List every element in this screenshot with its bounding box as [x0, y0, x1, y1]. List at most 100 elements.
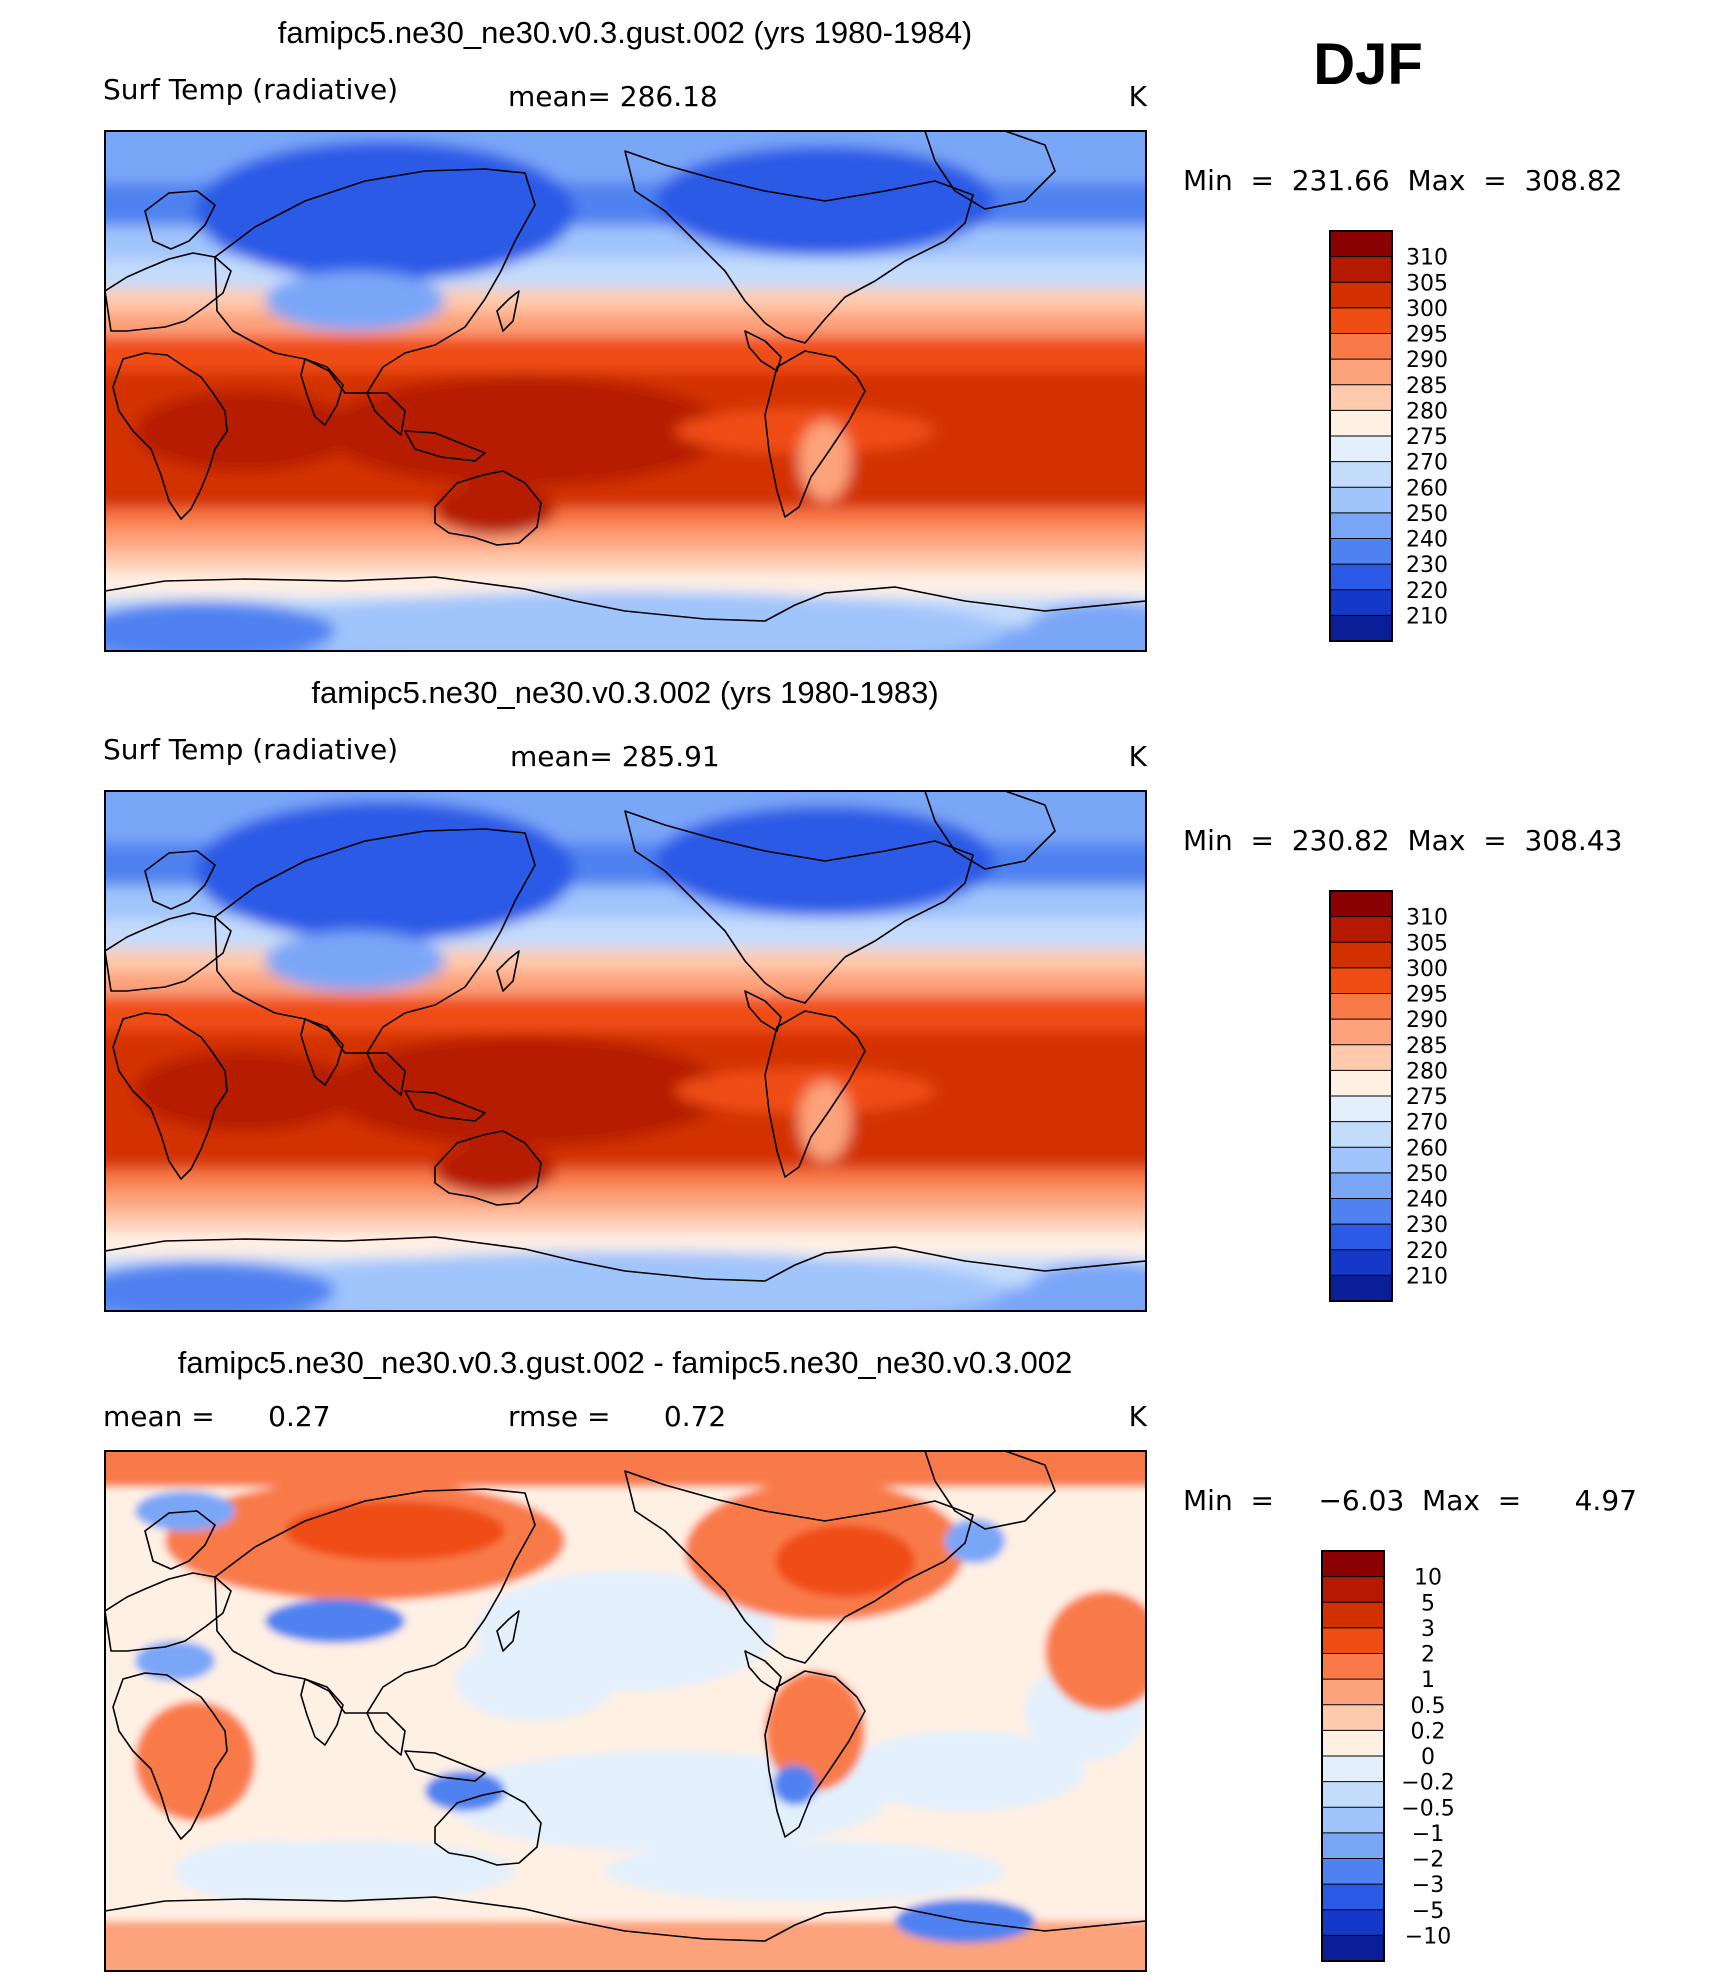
- colorbar-swatch: [1330, 256, 1392, 283]
- colorbar-tick-label: 285: [1406, 1034, 1448, 1059]
- coastlines: [105, 791, 1146, 1311]
- colorbar-tick-label: 285: [1406, 374, 1448, 399]
- coastline-japan: [496, 1610, 520, 1652]
- panel-2-map: [105, 791, 1146, 1311]
- coastline-indon: [404, 1090, 486, 1122]
- colorbar-swatch: [1322, 1627, 1384, 1654]
- coastline-green: [924, 1451, 1056, 1530]
- coastline-centam: [744, 990, 782, 1032]
- temperature-field: [105, 131, 1146, 651]
- coastline-asia: [214, 828, 536, 1054]
- colorbar-swatch: [1330, 410, 1392, 437]
- colorbar-swatch: [1330, 282, 1392, 309]
- colorbar-swatch: [1330, 384, 1392, 411]
- panel-3-rmse-label: rmse = 0.72: [508, 1400, 726, 1433]
- coastline-scand: [144, 190, 216, 250]
- colorbar-swatch: [1330, 916, 1392, 943]
- colorbar-tick-label: 305: [1406, 271, 1448, 296]
- colorbar-swatch: [1322, 1884, 1384, 1911]
- colorbar-swatch: [1330, 1019, 1392, 1046]
- colorbar-swatch: [1330, 942, 1392, 969]
- coastline-asia: [214, 1488, 536, 1714]
- coastline-scand: [144, 1510, 216, 1570]
- colorbar-swatch: [1330, 891, 1392, 918]
- panel-3-units: K: [1129, 1400, 1148, 1433]
- coastline-india: [300, 1018, 344, 1086]
- colorbar-swatch: [1330, 1198, 1392, 1225]
- panel-1-variable-label: Surf Temp (radiative): [103, 73, 398, 106]
- panel-2-mean-label: mean= 285.91: [510, 740, 720, 773]
- coastline-austr: [434, 1130, 542, 1206]
- colorbar-tick-label: 220: [1406, 1239, 1448, 1264]
- coastline-nam: [624, 810, 974, 1004]
- coastline-centam: [744, 1650, 782, 1692]
- colorbar-swatch: [1330, 1044, 1392, 1071]
- colorbar-swatch: [1330, 307, 1392, 334]
- panel-3-map-frame: [104, 1450, 1147, 1972]
- coastline-scand: [144, 850, 216, 910]
- colorbar-swatch: [1330, 1172, 1392, 1199]
- colorbar-tick-label: 275: [1406, 1085, 1448, 1110]
- coastline-austr: [434, 470, 542, 546]
- colorbar-swatch: [1330, 359, 1392, 386]
- coastline-indon: [404, 1750, 486, 1782]
- coastline-nam: [624, 1470, 974, 1664]
- coastline-seasia: [366, 392, 406, 436]
- coastline-indon: [404, 430, 486, 462]
- colorbar-tick-label: 0: [1421, 1745, 1435, 1770]
- coastline-europe: [105, 912, 232, 992]
- colorbar-swatch: [1322, 1807, 1384, 1834]
- colorbar-swatch: [1330, 1096, 1392, 1123]
- coastline-sam: [764, 1010, 866, 1178]
- colorbar-tick-label: 270: [1406, 1111, 1448, 1136]
- coastline-europe: [105, 252, 232, 332]
- colorbar-tick-label: 10: [1414, 1566, 1442, 1591]
- coastline-seasia: [366, 1712, 406, 1756]
- colorbar-swatch: [1322, 1756, 1384, 1783]
- colorbar-tick-label: 250: [1406, 502, 1448, 527]
- panel-1-title: famipc5.ne30_ne30.v0.3.gust.002 (yrs 198…: [278, 15, 973, 50]
- colorbar-swatch: [1322, 1576, 1384, 1603]
- colorbar-tick-label: 300: [1406, 297, 1448, 322]
- colorbar-tick-label: −2: [1412, 1848, 1444, 1873]
- coastline-sam: [764, 350, 866, 518]
- coastline-green: [924, 791, 1056, 870]
- colorbar-swatch: [1330, 589, 1392, 616]
- coastline-asia: [214, 168, 536, 394]
- panel-2-minmax: Min = 230.82 Max = 308.43: [1183, 824, 1622, 857]
- coastline-japan: [496, 290, 520, 332]
- colorbar-swatch: [1330, 1070, 1392, 1097]
- difference-field: [105, 1451, 1146, 1971]
- colorbar-swatch: [1330, 1224, 1392, 1251]
- colorbar-tick-label: 3: [1421, 1617, 1435, 1642]
- temperature-field: [105, 791, 1146, 1311]
- colorbar-swatch: [1322, 1602, 1384, 1629]
- colorbar-swatch: [1330, 1147, 1392, 1174]
- colorbar-swatch: [1322, 1653, 1384, 1680]
- colorbar-swatch: [1330, 436, 1392, 463]
- colorbar-frame: [1329, 230, 1393, 642]
- colorbar-swatch: [1322, 1551, 1384, 1578]
- colorbar-tick-label: 240: [1406, 528, 1448, 553]
- panel-1: famipc5.ne30_ne30.v0.3.gust.002 (yrs 198…: [103, 15, 1622, 652]
- panel-1-map: [105, 131, 1146, 651]
- panel-2-map-frame: [104, 790, 1147, 1312]
- colorbar-frame: [1329, 890, 1393, 1302]
- colorbar-tick-label: 0.2: [1411, 1719, 1446, 1744]
- colorbar-tick-label: 240: [1406, 1188, 1448, 1213]
- coastline-seasia: [366, 1052, 406, 1096]
- colorbar-tick-label: 280: [1406, 399, 1448, 424]
- colorbar-tick-label: −3: [1412, 1873, 1444, 1898]
- colorbar-tick-label: 290: [1406, 1008, 1448, 1033]
- panel-1-colorbar: 3103053002952902852802752702602502402302…: [1329, 230, 1448, 642]
- colorbar-tick-label: 230: [1406, 553, 1448, 578]
- coastlines: [105, 1451, 1146, 1971]
- colorbar-swatch: [1322, 1909, 1384, 1936]
- colorbar-tick-label: 260: [1406, 1136, 1448, 1161]
- colorbar-swatch: [1322, 1704, 1384, 1731]
- colorbar-swatch: [1322, 1781, 1384, 1808]
- panel-2-variable-label: Surf Temp (radiative): [103, 733, 398, 766]
- coastline-centam: [744, 330, 782, 372]
- colorbar-swatch: [1330, 512, 1392, 539]
- colorbar-swatch: [1330, 615, 1392, 642]
